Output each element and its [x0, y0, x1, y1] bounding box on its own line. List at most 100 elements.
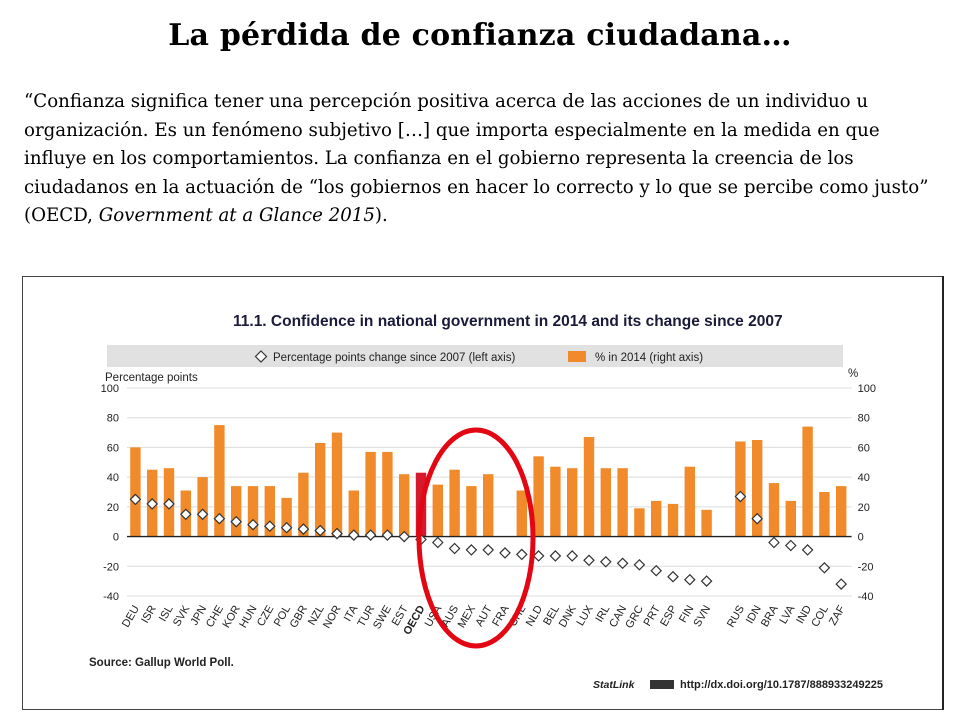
bar-prt — [651, 500, 662, 537]
bar-irl — [600, 468, 611, 537]
change-marker-swe — [381, 529, 394, 541]
bar-aut — [483, 474, 494, 537]
xtick-label-dnk: DNK — [557, 603, 579, 630]
change-marker-rus — [734, 490, 747, 503]
ytick-right-label: -40 — [858, 591, 874, 603]
ytick-left-label: 20 — [107, 502, 119, 514]
change-marker-gbr — [297, 523, 310, 535]
chart-figure: 11.1. Confidence in national government … — [22, 276, 944, 710]
ytick-right-label: 80 — [858, 413, 870, 425]
bar-col — [819, 492, 830, 537]
bar-ita — [348, 490, 359, 537]
change-marker-grc — [633, 558, 646, 571]
ytick-left-label: -40 — [103, 591, 119, 603]
bar-nzl — [315, 443, 326, 537]
xtick-label-prt: PRT — [641, 603, 662, 628]
bar-nld — [533, 456, 544, 537]
statlink-label: StatLink — [593, 679, 636, 691]
bar-grc — [634, 508, 645, 537]
change-marker-lva — [784, 539, 797, 552]
bar-ind — [802, 426, 813, 537]
xtick-label-cze: CZE — [255, 604, 276, 629]
change-marker-can — [616, 557, 629, 570]
change-marker-zaf — [835, 578, 848, 590]
change-marker-pol — [280, 521, 293, 534]
xtick-label-aut: AUT — [473, 603, 495, 628]
change-marker-irl — [599, 555, 612, 568]
right-axis-label: % — [848, 368, 858, 380]
change-marker-che — [213, 512, 226, 525]
xtick-label-svk: SVK — [171, 603, 193, 629]
bar-tur — [365, 451, 376, 537]
xtick-label-gbr: GBR — [288, 603, 310, 630]
change-marker-ita — [347, 529, 360, 541]
change-marker-chl — [515, 548, 528, 561]
change-marker-aus — [448, 542, 461, 555]
change-marker-deu — [129, 493, 142, 506]
xtick-label-bra: BRA — [759, 603, 781, 629]
chart-svg: 11.1. Confidence in national government … — [89, 313, 883, 691]
left-axis-label: Percentage points — [105, 372, 198, 384]
xtick-label-esp: ESP — [658, 604, 679, 629]
bar-esp — [667, 503, 679, 537]
change-marker-cze — [263, 520, 276, 533]
bar-dnk — [567, 468, 578, 537]
bar-nor — [331, 432, 343, 537]
legend-diamond-icon — [254, 350, 268, 363]
slide-title: La pérdida de confianza ciudadana… — [168, 18, 792, 53]
ytick-left-label: 0 — [113, 532, 119, 544]
quote-end: ). — [374, 205, 388, 226]
change-marker-bel — [549, 550, 562, 562]
bar-lux — [583, 437, 595, 537]
source-note: Source: Gallup World Poll. — [89, 657, 234, 669]
quote-paragraph: “Confianza significa tener una percepció… — [24, 88, 936, 231]
change-marker-bra — [768, 536, 780, 549]
ytick-left-label: 80 — [107, 413, 119, 425]
bar-idn — [752, 440, 763, 537]
bar-bel — [550, 466, 561, 537]
statlink-icon — [650, 680, 674, 689]
bar-chl — [516, 490, 527, 537]
xtick-label-swe: SWE — [371, 604, 394, 632]
change-marker-fin — [683, 573, 696, 586]
change-marker-nor — [331, 527, 343, 540]
xtick-label-isr: ISR — [139, 603, 159, 625]
xtick-label-zaf: ZAF — [827, 603, 848, 627]
xtick-label-lva: LVA — [777, 603, 797, 626]
bar-rus — [735, 441, 746, 537]
ytick-left-label: -20 — [103, 561, 119, 573]
bar-kor — [231, 486, 242, 537]
change-marker-hun — [247, 518, 259, 531]
bar-fin — [684, 466, 695, 537]
change-marker-tur — [364, 529, 377, 541]
ytick-right-label: 0 — [858, 532, 864, 544]
change-marker-nld — [532, 550, 545, 562]
xtick-label-col: COL — [809, 604, 831, 630]
change-marker-dnk — [566, 550, 579, 562]
legend-band — [107, 345, 843, 367]
bar-mex — [466, 486, 477, 537]
ytick-right-label: 60 — [858, 442, 870, 454]
change-marker-lux — [583, 554, 595, 567]
quote-text: “Confianza significa tener una percepció… — [24, 91, 929, 226]
ytick-left-label: 60 — [107, 442, 119, 454]
change-marker-est — [398, 530, 411, 543]
change-marker-isl — [163, 498, 175, 510]
change-marker-fra — [499, 547, 511, 559]
change-marker-mex — [465, 544, 478, 556]
xtick-label-rus: RUS — [725, 604, 747, 630]
xtick-label-lux: LUX — [575, 603, 596, 628]
change-marker-ind — [801, 544, 814, 556]
xtick-label-mex: MEX — [456, 603, 479, 630]
change-marker-isr — [146, 498, 159, 510]
legend-bar-swatch — [568, 351, 586, 362]
change-marker-prt — [650, 564, 663, 577]
xtick-label-deu: DEU — [120, 603, 142, 629]
bar-hun — [247, 486, 259, 537]
xtick-label-nld: NLD — [524, 603, 545, 628]
bar-gbr — [298, 472, 309, 537]
bar-est — [399, 474, 410, 537]
bar-jpn — [197, 477, 208, 537]
xtick-label-grc: GRC — [623, 603, 646, 630]
change-marker-usa — [431, 536, 444, 549]
